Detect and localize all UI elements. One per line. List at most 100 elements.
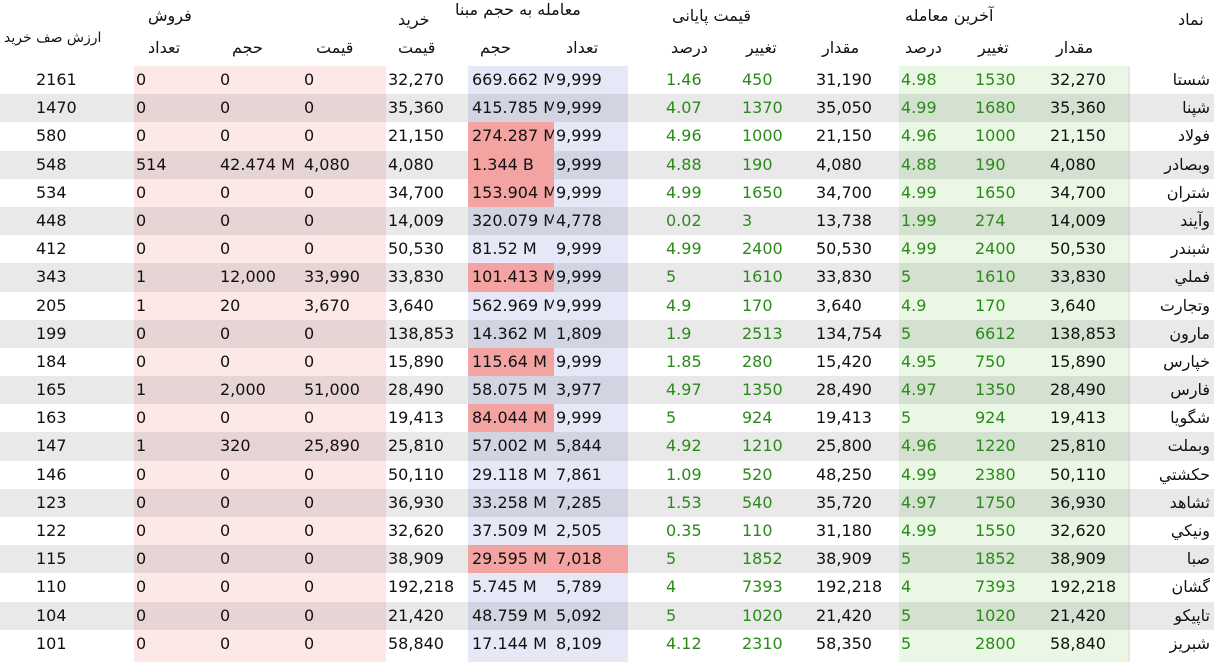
header-sell-volume[interactable]: حجم xyxy=(232,38,263,57)
last-change-cell: 190 xyxy=(975,154,1006,174)
symbol-cell[interactable]: فملي xyxy=(1174,267,1210,287)
sell-count-cell: 0 xyxy=(136,126,147,146)
header-sell-count[interactable]: تعداد xyxy=(148,38,181,57)
symbol-cell[interactable]: شگويا xyxy=(1170,408,1210,428)
last-percent-cell: 5 xyxy=(901,633,912,653)
sell-volume-cell: 320 xyxy=(220,436,251,456)
sell-volume-cell: 0 xyxy=(220,98,231,118)
sell-price-cell: 0 xyxy=(304,521,315,540)
last-trade-column-bg xyxy=(899,0,1128,662)
bv-count-cell: 7,018 xyxy=(554,545,628,574)
symbol-cell[interactable]: شستا xyxy=(1172,70,1210,89)
bv-count-cell: 9,999 xyxy=(556,408,602,428)
table-row[interactable]: شتران 34,700 1650 4.99 34,700 1650 4.99 9,999 15… xyxy=(0,178,1214,207)
symbol-cell[interactable]: ثشاهد xyxy=(1169,492,1210,512)
symbol-cell[interactable]: خپارس xyxy=(1163,351,1210,371)
final-percent-cell: 4 xyxy=(666,577,677,597)
row-stripe xyxy=(0,376,1214,405)
header-last-percent[interactable]: درصد xyxy=(905,38,942,57)
table-row[interactable]: تاپيكو 21,420 1020 5 21,420 1020 5 5,092 48.759 … xyxy=(0,601,1214,630)
queue-value-cell: 184 xyxy=(36,351,67,371)
table-row[interactable]: فملي 33,830 1610 5 33,830 1610 5 9,999 101.413 M… xyxy=(0,263,1214,292)
final-percent-cell: 1.85 xyxy=(666,351,702,371)
sell-volume-cell: 2,000 xyxy=(220,380,266,400)
table-row[interactable]: شبريز 58,840 2800 5 58,350 2310 4.12 8,109 17.14… xyxy=(0,630,1214,658)
header-bv-count[interactable]: تعداد xyxy=(566,38,599,57)
final-amount-cell: 31,190 xyxy=(816,70,872,89)
header-final-amount[interactable]: مقدار xyxy=(822,38,860,57)
symbol-cell[interactable]: شبريز xyxy=(1169,633,1210,653)
sell-volume-cell: 42.474 M xyxy=(220,154,295,174)
table-row[interactable]: گشان 192,218 7393 4 192,218 7393 4 5,789 5.745 M… xyxy=(0,573,1214,601)
symbol-cell[interactable]: وتجارت xyxy=(1159,295,1210,315)
header-buy-queue-value[interactable]: ارزش صف خرید xyxy=(4,30,102,46)
table-row[interactable]: حكشتي 50,110 2380 4.99 48,250 520 1.09 7,861 29.… xyxy=(0,461,1214,489)
table-row[interactable]: شپنا 35,360 1680 4.99 35,050 1370 4.07 9,999 415… xyxy=(0,94,1214,123)
table-row[interactable]: وبملت 25,810 1220 4.96 25,800 1210 4.92 5,844 57… xyxy=(0,432,1214,461)
last-amount-cell: 192,218 xyxy=(1050,577,1117,597)
symbol-cell[interactable]: وبصادر xyxy=(1164,154,1210,174)
final-change-cell: 520 xyxy=(742,464,773,484)
table-row[interactable]: وبصادر 4,080 190 4.88 4,080 190 4.88 9,999 1.344… xyxy=(0,150,1214,179)
symbol-cell[interactable]: شبندر xyxy=(1170,239,1210,259)
table-row[interactable]: فولاد 21,150 1000 4.96 21,150 1000 4.96 9,999 27… xyxy=(0,122,1214,151)
symbol-cell[interactable]: حكشتي xyxy=(1158,464,1210,484)
table-row[interactable]: شبندر 50,530 2400 4.99 50,530 2400 4.99 9,999 81… xyxy=(0,235,1214,263)
last-percent-cell: 4.98 xyxy=(901,70,937,89)
table-row[interactable]: فارس 28,490 1350 4.97 28,490 1350 4.97 3,977 58.… xyxy=(0,376,1214,405)
queue-value-cell: 122 xyxy=(36,521,67,540)
header-buy-price[interactable]: قیمت xyxy=(398,38,436,57)
last-change-cell: 274 xyxy=(975,210,1006,230)
table-header: نماد آخرین معامله مقدار تغییر درصد قیمت … xyxy=(0,0,1214,66)
sell-count-cell: 0 xyxy=(136,239,147,259)
final-amount-cell: 31,180 xyxy=(816,521,872,540)
table-row[interactable]: مارون 138,853 6612 5 134,754 2513 1.9 1,809 14.3… xyxy=(0,319,1214,348)
table-row[interactable]: شستا 32,270 1530 4.98 31,190 450 1.46 9,999 669.… xyxy=(0,66,1214,94)
final-percent-cell: 5 xyxy=(666,605,677,625)
sell-count-cell: 0 xyxy=(136,408,147,428)
symbol-cell[interactable]: شتران xyxy=(1166,182,1210,202)
symbol-cell[interactable]: فارس xyxy=(1170,380,1210,400)
sell-count-cell: 514 xyxy=(136,154,167,174)
last-amount-cell: 21,420 xyxy=(1050,605,1106,625)
last-change-cell: 1650 xyxy=(975,182,1016,202)
header-sell-price[interactable]: قیمت xyxy=(316,38,354,57)
queue-value-cell: 101 xyxy=(36,633,67,653)
symbol-cell[interactable]: وآيند xyxy=(1180,210,1210,230)
final-amount-cell: 21,420 xyxy=(816,605,872,625)
bv-volume-cell: 84.044 M xyxy=(468,404,554,433)
table-row[interactable]: وآيند 14,009 274 1.99 13,738 3 0.02 4,778 320.07… xyxy=(0,206,1214,236)
bv-count-cell: 9,999 xyxy=(556,351,602,371)
table-row[interactable]: صبا 38,909 1852 5 38,909 1852 5 7,018 29.595 M 38… xyxy=(0,545,1214,574)
header-final-percent[interactable]: درصد xyxy=(671,38,708,57)
symbol-cell[interactable]: گشان xyxy=(1171,577,1210,597)
table-row[interactable]: خپارس 15,890 750 4.95 15,420 280 1.85 9,999 115.… xyxy=(0,347,1214,377)
header-last-amount[interactable]: مقدار xyxy=(1056,38,1094,57)
buy-price-cell: 3,640 xyxy=(388,295,434,315)
final-change-cell: 280 xyxy=(742,351,773,371)
symbol-cell[interactable]: فولاد xyxy=(1177,126,1210,146)
table-row[interactable]: ثشاهد 36,930 1750 4.97 35,720 540 1.53 7,285 33.… xyxy=(0,488,1214,517)
table-row[interactable]: وتجارت 3,640 170 4.9 3,640 170 4.9 9,999 562.969… xyxy=(0,292,1214,320)
header-symbol[interactable]: نماد xyxy=(1178,10,1204,29)
table-row[interactable]: شگويا 19,413 924 5 19,413 924 5 9,999 84.044 M 19… xyxy=(0,404,1214,433)
sell-price-cell: 0 xyxy=(304,98,315,118)
symbol-cell[interactable]: صبا xyxy=(1186,549,1210,569)
symbol-cell[interactable]: تاپيكو xyxy=(1174,605,1210,625)
header-bv-volume[interactable]: حجم xyxy=(480,38,511,57)
header-last-change[interactable]: تغییر xyxy=(978,38,1009,57)
symbol-cell[interactable]: مارون xyxy=(1169,323,1210,343)
symbol-cell[interactable]: وبملت xyxy=(1167,436,1210,456)
table-row[interactable]: ونيكي 32,620 1550 4.99 31,180 110 0.35 2,505 37.… xyxy=(0,517,1214,545)
symbol-cell[interactable]: ونيكي xyxy=(1170,521,1210,540)
symbol-cell[interactable]: شپنا xyxy=(1182,98,1210,118)
final-change-cell: 1000 xyxy=(742,126,783,146)
header-final-change[interactable]: تغییر xyxy=(746,38,777,57)
final-percent-cell: 5 xyxy=(666,408,677,428)
row-stripe xyxy=(0,263,1214,292)
sell-count-cell: 0 xyxy=(136,577,147,597)
sell-count-cell: 1 xyxy=(136,380,147,400)
sell-volume-cell: 0 xyxy=(220,323,231,343)
bv-volume-cell: 320.079 M xyxy=(472,210,554,230)
queue-value-cell: 580 xyxy=(36,126,67,146)
